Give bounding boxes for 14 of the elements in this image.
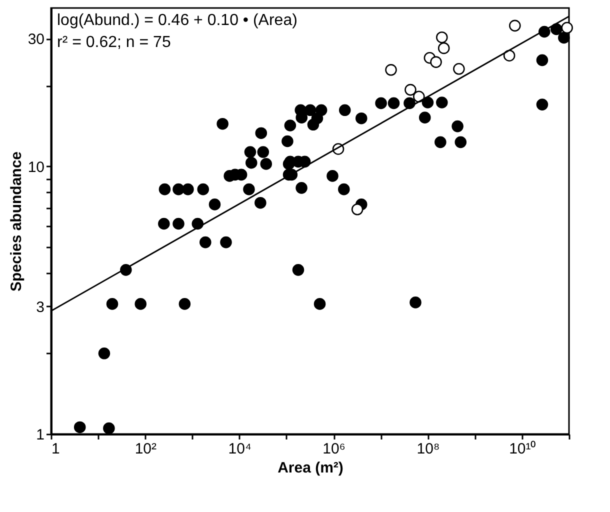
x-tick-label: 10⁶ [322,440,346,458]
annotation: log(Abund.) = 0.46 + 0.10 • (Area) [57,12,298,29]
y-tick-label: 10 [28,158,44,176]
x-tick-label: 1 [52,440,60,458]
annotation: r² = 0.62; n = 75 [57,34,171,51]
x-tick-label: 10¹⁰ [509,440,536,458]
y-tick-label: 30 [28,31,44,48]
x-tick-label: 10⁴ [228,440,252,458]
x-axis-title: Area (m²) [278,460,344,476]
y-axis-title: Species abundance [8,151,25,292]
x-tick-label: 10² [134,440,157,458]
y-tick-label: 3 [36,298,44,316]
y-tick-label: 1 [36,426,44,444]
x-tick-label: 10⁸ [416,440,440,458]
